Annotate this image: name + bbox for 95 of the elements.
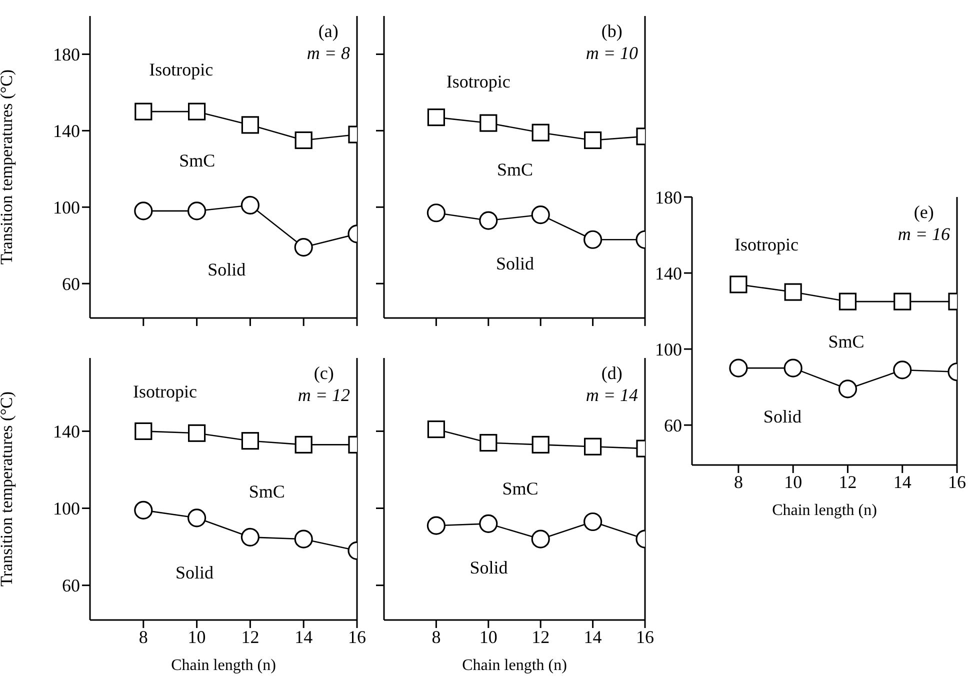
y-tick-label: 100 [53,498,80,519]
point [838,380,858,398]
point [294,131,312,150]
point [838,292,857,310]
x-tick-label: 16 [636,626,654,647]
y-tick-label: 180 [53,44,80,65]
x-tick-label: 10 [188,626,206,647]
point [479,514,498,533]
point [479,211,498,230]
x-tick-label: 16 [948,472,966,492]
text: m = 10 [586,43,638,63]
y-tick-label: 60 [62,576,80,596]
chart-title: (a) [317,20,340,42]
annotation: SmC [179,150,216,172]
x-axis-title: Chain length (n) [772,502,877,519]
point [532,436,550,454]
point [134,102,152,120]
y-tick-label: 140 [53,422,80,442]
y-tick-label: 140 [53,121,80,142]
x-tick-label: 12 [838,472,857,492]
x-tick-label: 14 [584,626,602,647]
y-axis-title: Transition temperatures (°C) [0,391,16,587]
point [427,420,445,438]
y-tick-label: 180 [655,187,682,208]
x-tick-label: 12 [532,626,550,647]
y-tick-label: 140 [655,263,682,284]
point [188,424,206,442]
y-axis-title: Transition temperatures (°C) [0,69,16,265]
point [584,438,602,456]
text: m = 16 [898,224,950,244]
x-tick-label: 10 [784,472,802,492]
point [240,196,260,215]
point [241,116,259,134]
x-tick-label: 8 [734,472,743,492]
point [426,516,446,535]
chart-title: (d) [600,362,624,384]
annotation: Isotropic [734,234,798,256]
point [188,202,206,220]
y-tick-label: 60 [664,415,682,436]
annotation: SmC [248,481,285,502]
point [729,358,748,378]
y-tick-label: 100 [655,339,682,360]
annotation: SmC [496,160,534,181]
x-tick-label: 14 [893,472,912,492]
point [241,432,259,450]
text: m = 14 [586,385,638,405]
point [894,292,912,310]
x-axis-title: Chain length (n) [462,657,567,674]
chart-title: (b) [600,20,624,42]
point [134,422,152,440]
x-tick-label: 10 [479,626,498,647]
x-tick-label: 14 [294,626,313,647]
x-tick-label: 8 [138,626,148,647]
annotation: Solid [176,562,214,584]
text: m = 8 [306,43,350,63]
point [480,434,498,452]
x-tick-label: 8 [432,626,441,647]
point [294,436,312,454]
annotation: Solid [496,253,534,274]
point [730,276,748,294]
point [294,530,313,548]
point [427,108,445,126]
point [480,114,498,132]
point [784,283,802,301]
point [584,230,602,249]
point [294,238,313,257]
annotation: Solid [763,406,802,428]
point [531,205,550,224]
annotation: Isotropic [149,60,214,81]
text: m = 12 [298,385,350,405]
point [426,204,446,222]
y-tick-label: 60 [62,274,80,294]
y-tick-label: 100 [53,198,80,218]
chart-title: (c) [312,362,335,384]
point [784,358,802,378]
chart-title: (e) [912,201,935,223]
point [134,202,153,220]
x-tick-label: 12 [241,626,260,647]
point [531,530,550,548]
annotation: Solid [208,259,246,280]
point [893,360,912,380]
x-tick-label: 16 [348,626,366,647]
annotation: SmC [828,331,864,352]
point [240,528,260,546]
x-axis-title: Chain length (n) [171,657,276,674]
annotation: SmC [502,478,538,500]
point [584,512,602,532]
point [188,102,206,120]
annotation: Solid [470,557,508,578]
point [134,500,153,520]
point [532,124,550,142]
point [584,131,602,150]
annotation: Isotropic [446,72,510,93]
annotation: Isotropic [133,382,198,403]
point [188,508,206,528]
